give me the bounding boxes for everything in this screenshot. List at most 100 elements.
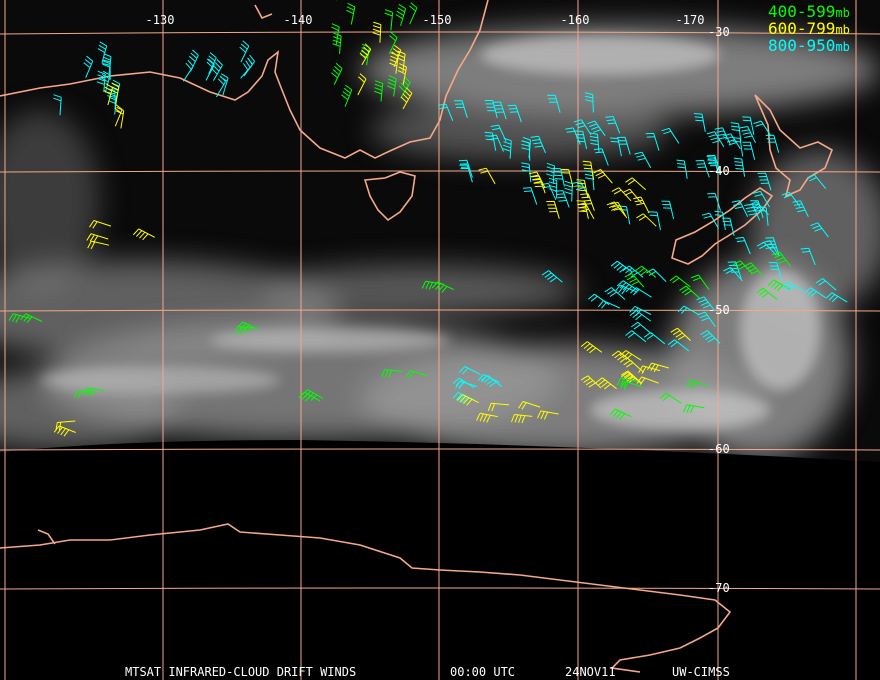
wind-barb bbox=[620, 370, 642, 384]
wind-barb bbox=[645, 132, 660, 151]
wind-barb bbox=[753, 120, 772, 137]
wind-barb bbox=[398, 76, 411, 99]
longitude-label: -130 bbox=[146, 13, 175, 27]
wind-barb bbox=[96, 70, 106, 93]
wind-barb bbox=[531, 175, 546, 194]
wind-barb bbox=[701, 212, 720, 230]
wind-barb bbox=[546, 162, 555, 184]
wind-barb bbox=[396, 50, 406, 72]
cloud-imagery bbox=[0, 25, 880, 460]
wind-barb bbox=[620, 381, 643, 390]
wind-barb bbox=[765, 134, 780, 153]
wind-barb bbox=[810, 222, 829, 238]
wind-barb bbox=[548, 177, 558, 199]
wind-barb bbox=[772, 251, 791, 267]
wind-barb bbox=[397, 63, 407, 85]
wind-barb bbox=[87, 240, 110, 250]
wind-barb bbox=[765, 237, 780, 255]
wind-barb bbox=[459, 366, 482, 376]
wind-barb bbox=[670, 327, 691, 341]
wind-barb bbox=[622, 265, 644, 278]
wind-barb bbox=[609, 408, 632, 420]
wind-barb bbox=[359, 43, 372, 66]
wind-barb bbox=[102, 59, 111, 80]
wind-barb bbox=[332, 32, 342, 54]
wind-barb bbox=[53, 425, 76, 437]
wind-barb bbox=[507, 104, 522, 123]
legend-unit: mb bbox=[835, 40, 849, 54]
legend-label: 800-950mb bbox=[768, 36, 850, 55]
wind-barb bbox=[454, 100, 468, 118]
wind-barb bbox=[115, 106, 125, 129]
wind-barb bbox=[646, 268, 667, 282]
wind-barb bbox=[714, 127, 731, 145]
wind-barb bbox=[381, 369, 403, 378]
wind-barb bbox=[610, 260, 633, 273]
wind-barb bbox=[582, 160, 595, 180]
footer-text: 24NOV11 bbox=[565, 665, 616, 679]
wind-barb bbox=[714, 210, 726, 230]
wind-barb bbox=[89, 220, 112, 229]
legend-label: 600-799mb bbox=[768, 19, 850, 38]
wind-barb bbox=[132, 228, 155, 241]
wind-barb bbox=[696, 296, 716, 312]
latitude-label: -50 bbox=[708, 303, 730, 317]
wind-barb bbox=[502, 137, 512, 159]
wind-barb bbox=[625, 177, 647, 191]
wind-barb bbox=[644, 332, 666, 345]
longitude-label: -170 bbox=[676, 13, 705, 27]
wind-barb bbox=[541, 270, 563, 283]
wind-barb bbox=[101, 70, 111, 93]
wind-barb bbox=[560, 168, 574, 188]
wind-barb bbox=[243, 54, 256, 77]
wind-barb bbox=[815, 278, 837, 291]
wind-barb bbox=[743, 262, 764, 277]
wind-barb bbox=[492, 101, 507, 120]
wind-barb bbox=[552, 167, 565, 187]
wind-barb bbox=[388, 32, 398, 55]
wind-barb bbox=[742, 141, 756, 160]
wind-barb bbox=[452, 377, 475, 389]
wind-barb bbox=[572, 181, 590, 198]
wind-barb bbox=[108, 93, 118, 115]
wind-barb bbox=[547, 94, 561, 113]
wind-barb bbox=[733, 157, 746, 177]
wind-barb bbox=[617, 136, 631, 155]
wind-barb bbox=[421, 280, 444, 290]
wind-barb bbox=[74, 389, 96, 399]
wind-barb bbox=[731, 200, 749, 217]
wind-barb bbox=[576, 179, 589, 199]
wind-barb bbox=[587, 120, 606, 136]
wind-barb bbox=[781, 281, 804, 292]
wind-barb bbox=[484, 131, 497, 151]
wind-barb bbox=[8, 313, 31, 323]
wind-barb bbox=[611, 187, 632, 202]
wind-barb bbox=[522, 136, 531, 159]
wind-barb bbox=[580, 193, 595, 211]
wind-barb bbox=[346, 2, 356, 25]
wind-barb bbox=[635, 265, 657, 278]
wind-barb bbox=[459, 164, 473, 183]
wind-barbs bbox=[8, 0, 848, 437]
wind-barb bbox=[659, 392, 682, 404]
longitude-label: -150 bbox=[423, 13, 452, 27]
wind-barb bbox=[574, 130, 588, 150]
wind-barb bbox=[624, 273, 645, 288]
wind-barb bbox=[682, 404, 705, 414]
wind-barb bbox=[595, 377, 617, 390]
wind-barb bbox=[733, 260, 754, 275]
wind-barb bbox=[661, 200, 675, 220]
wind-barb bbox=[667, 339, 690, 352]
wind-barb bbox=[478, 167, 496, 185]
wind-barb bbox=[646, 362, 669, 373]
wind-barb bbox=[623, 359, 645, 373]
longitude-label: -160 bbox=[561, 13, 590, 27]
coordinate-labels: -130 -140 -150 -160 -170-30 -40 -50 -60 -70 bbox=[146, 13, 730, 595]
wind-barb bbox=[206, 52, 217, 75]
footer-text: UW-CIMSS bbox=[672, 665, 730, 679]
wind-barb bbox=[86, 233, 109, 243]
wind-barb bbox=[53, 94, 62, 116]
wind-barb bbox=[756, 241, 777, 256]
